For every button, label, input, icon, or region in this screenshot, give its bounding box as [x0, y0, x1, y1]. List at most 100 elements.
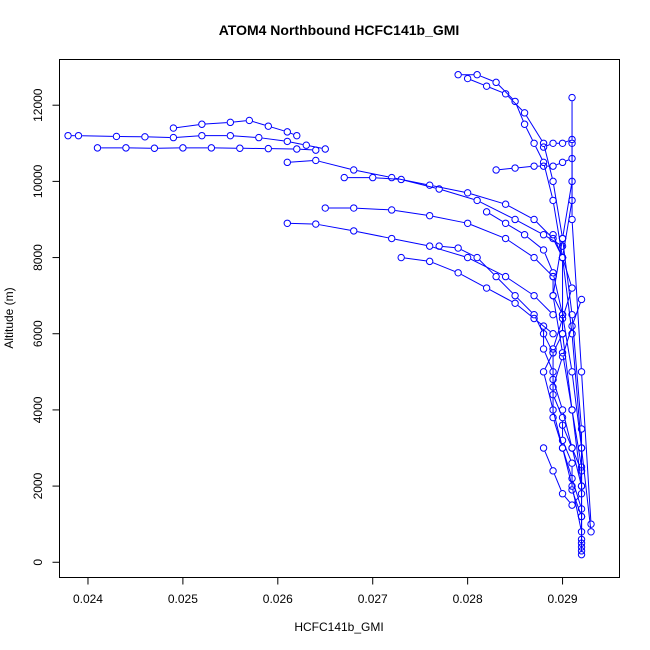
series-segment [290, 160, 313, 163]
data-point [539, 345, 548, 353]
data-point [388, 173, 396, 182]
series-segment [553, 299, 563, 350]
data-point [530, 314, 538, 323]
data-point [501, 272, 510, 281]
series-segment [553, 241, 563, 293]
series-segment [543, 165, 553, 198]
data-point [169, 124, 178, 132]
data-point [226, 131, 235, 140]
data-point [549, 162, 557, 170]
series-segment [562, 413, 572, 445]
series-segment [572, 481, 581, 506]
y-tick-label: 10000 [31, 164, 45, 198]
data-point [530, 253, 538, 262]
y-tick-label: 8000 [31, 244, 45, 271]
series-segment [508, 278, 532, 295]
data-point [577, 467, 586, 475]
data-point [492, 272, 500, 281]
data-point [369, 173, 377, 182]
data-point [549, 330, 557, 338]
data-point [549, 375, 557, 384]
data-point [530, 215, 538, 224]
data-point [473, 71, 481, 79]
data-point [511, 299, 519, 307]
series-profile-6 [283, 219, 557, 319]
data-point [198, 120, 206, 128]
series-segment [562, 261, 573, 331]
data-point [549, 310, 557, 319]
series-segment [536, 221, 551, 237]
series-segment [498, 84, 513, 100]
data-point [539, 158, 548, 167]
data-point [492, 78, 500, 87]
data-point [558, 253, 567, 262]
series-segment [544, 352, 553, 369]
data-point [549, 139, 557, 147]
data-point [463, 253, 472, 262]
data-point [549, 467, 557, 475]
data-point [577, 505, 586, 513]
data-point [283, 128, 291, 136]
series-profile-8 [397, 253, 557, 338]
series-segment [508, 205, 532, 219]
data-point [530, 139, 538, 147]
series-segment [479, 259, 494, 275]
series-segment [527, 236, 542, 249]
data-point [568, 474, 576, 483]
series-segment [562, 451, 572, 483]
data-point [558, 490, 567, 498]
series-segment [571, 375, 582, 445]
series-segment [572, 451, 582, 483]
series-profile-19 [549, 231, 586, 490]
series-segment [553, 184, 563, 236]
series-segment [572, 302, 581, 323]
data-point [539, 139, 548, 147]
series-segment [442, 189, 474, 200]
data-point [388, 234, 396, 243]
series-profile-11 [463, 74, 586, 555]
y-tick-label: 0 [31, 559, 45, 566]
series-segment [357, 170, 389, 178]
data-point [293, 131, 301, 140]
data-point [425, 211, 434, 220]
data-point [549, 269, 557, 277]
data-point [141, 133, 149, 141]
series-segment [432, 262, 455, 272]
data-point [577, 550, 586, 559]
series-segment [357, 231, 389, 239]
x-tick-label: 0.028 [453, 592, 483, 606]
data-point [122, 144, 130, 152]
series-segment [517, 297, 532, 313]
data-point [568, 284, 576, 292]
data-point [454, 71, 462, 79]
data-point [198, 131, 206, 140]
data-point [397, 175, 405, 184]
series-segment [563, 260, 572, 285]
data-point [577, 368, 586, 376]
series-profile-15 [558, 93, 586, 551]
data-point [577, 535, 586, 544]
data-point [473, 196, 481, 205]
series-segment [546, 236, 560, 245]
data-point [482, 208, 491, 216]
y-tick-label: 2000 [31, 472, 45, 499]
series-segment [581, 375, 592, 521]
series-segment [565, 140, 569, 143]
series-segment [518, 166, 531, 169]
series-profile-2 [93, 144, 320, 154]
data-point [577, 490, 586, 498]
data-point [236, 144, 244, 152]
data-point [587, 520, 595, 528]
x-axis-label: HCFC141b_GMI [294, 620, 383, 634]
series-segment [536, 297, 551, 313]
series-segment [544, 355, 552, 369]
data-point [520, 120, 529, 128]
series-segment [176, 124, 199, 129]
series-segment [357, 207, 389, 211]
data-point [74, 131, 83, 140]
series-profile-12 [492, 154, 595, 528]
series-segment [319, 160, 351, 170]
data-point [549, 231, 557, 239]
data-point [539, 368, 548, 376]
